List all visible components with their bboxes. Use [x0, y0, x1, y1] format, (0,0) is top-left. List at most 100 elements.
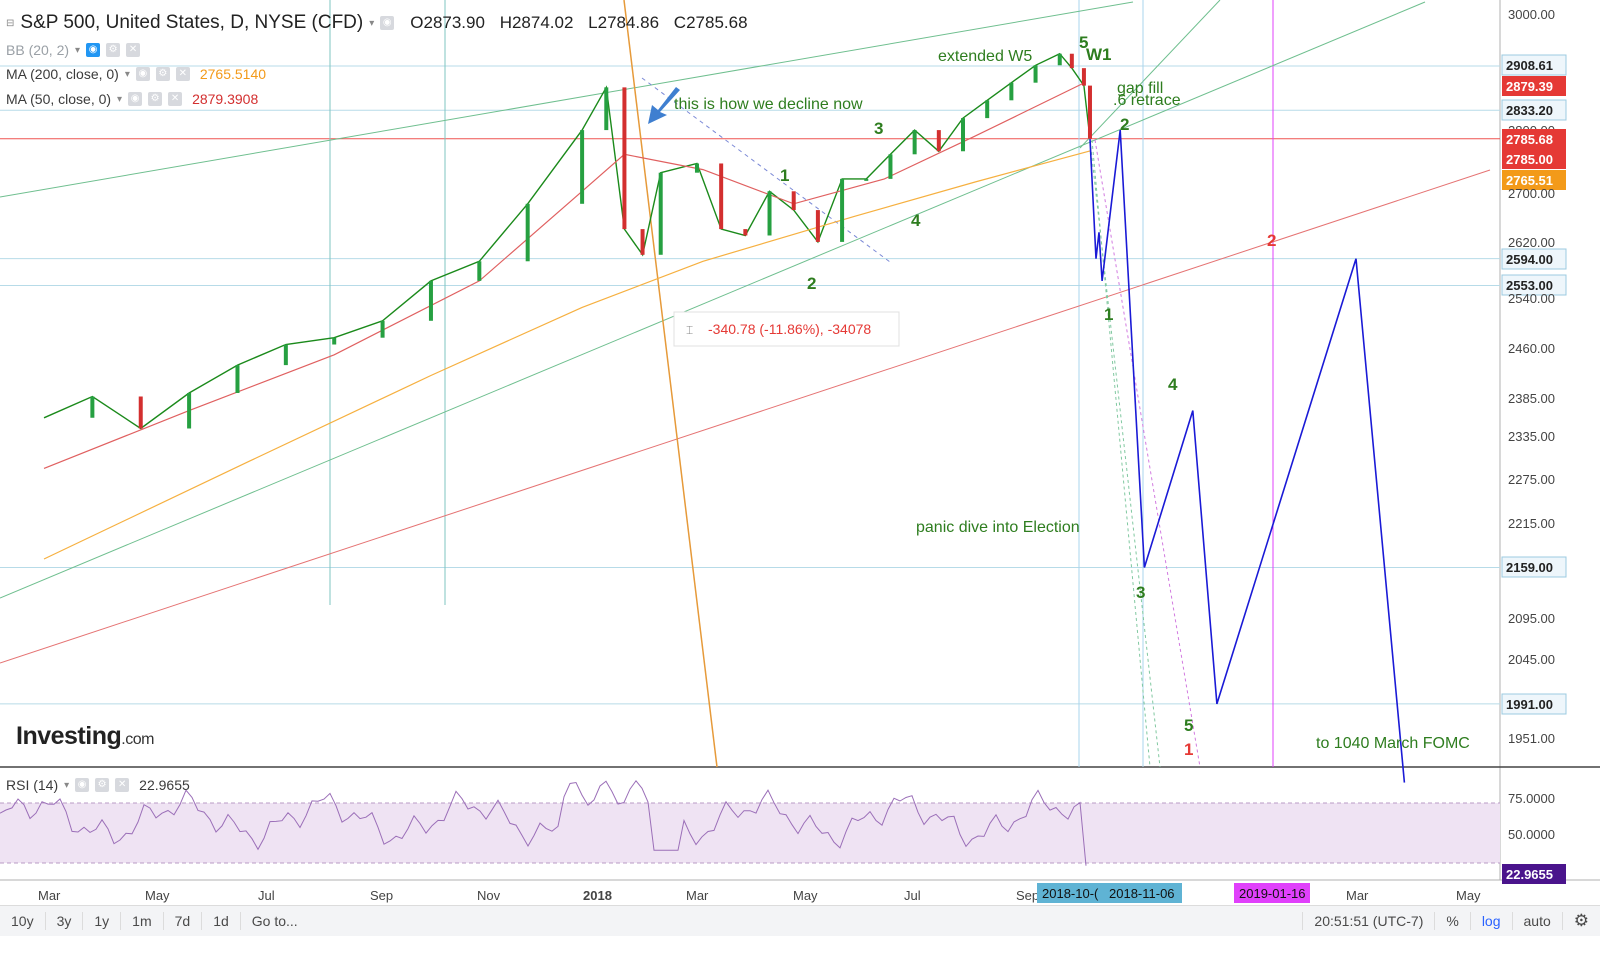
symbol-title[interactable]: S&P 500, United States, D, NYSE (CFD): [20, 12, 364, 33]
bb-legend[interactable]: BB (20, 2) ▾ ◉ ⚙ ✕: [6, 42, 141, 58]
wave-label: 2: [1120, 115, 1129, 134]
close-value: C2785.68: [673, 13, 748, 32]
trend-line: [0, 1, 1426, 599]
measure-box: [673, 311, 900, 347]
close-icon[interactable]: ✕: [115, 778, 130, 792]
rsi-badge: [1502, 864, 1566, 884]
chevron-down-icon[interactable]: ▾: [64, 779, 70, 791]
price-tick-label: 1951.00: [1508, 731, 1555, 746]
eye-icon[interactable]: ◉: [86, 43, 101, 57]
candle: [961, 118, 966, 152]
eye-icon[interactable]: ◉: [128, 92, 143, 106]
settings-icon[interactable]: ⚙: [148, 92, 163, 106]
rsi-label: RSI (14): [6, 777, 59, 793]
wave-label: 1: [1104, 305, 1113, 324]
range-1d[interactable]: 1d: [202, 912, 241, 930]
trend-line: [0, 1, 1134, 198]
range-1m[interactable]: 1m: [121, 912, 164, 930]
chevron-down-icon[interactable]: ▾: [124, 68, 130, 80]
candle: [622, 87, 627, 230]
gear-icon[interactable]: ⚙: [1573, 911, 1589, 930]
candle: [1009, 82, 1014, 101]
price-badge: [1501, 274, 1567, 296]
fan-line-orange: [623, 0, 718, 768]
annotation-text: extended W5: [938, 48, 1032, 65]
candle: [864, 178, 869, 181]
visibility-icon[interactable]: ◉: [380, 16, 395, 30]
price-badge-label: 2879.39: [1506, 79, 1553, 94]
candle: [477, 261, 482, 281]
price-badge: [1501, 693, 1567, 715]
candle: [235, 365, 240, 393]
high-value: H2874.02: [499, 13, 574, 32]
chart-background: [0, 0, 1600, 905]
time-badge-label: 2018-10-(: [1042, 886, 1099, 901]
time-tick-label: Mar: [686, 888, 709, 903]
price-tick-label: 2620.00: [1508, 235, 1555, 250]
candle: [719, 163, 724, 230]
price-tick-label: 2095.00: [1508, 611, 1555, 626]
time-badge: [1234, 883, 1310, 903]
close-icon[interactable]: ✕: [175, 67, 190, 81]
candle: [888, 154, 893, 179]
annotation-text: panic dive into Election: [916, 519, 1080, 536]
dashed-trend: [641, 77, 891, 263]
eye-icon[interactable]: ◉: [75, 778, 90, 792]
candle: [1087, 85, 1092, 139]
wave-label: W1: [1086, 45, 1112, 64]
trend-line-red: [0, 169, 1491, 664]
candle: [815, 210, 820, 242]
chevron-down-icon[interactable]: ▾: [75, 44, 81, 56]
wave-label: 5: [1184, 716, 1193, 735]
eye-icon[interactable]: ◉: [135, 67, 150, 81]
time-tick-label: May: [793, 888, 818, 903]
log-toggle[interactable]: log: [1471, 912, 1513, 930]
rsi-tick-label: 50.0000: [1508, 827, 1555, 842]
goto-button[interactable]: Go to...: [251, 913, 298, 929]
annotation-text: this is how we decline now: [674, 96, 863, 113]
candle: [640, 229, 645, 255]
price-tick-label: 2335.00: [1508, 429, 1555, 444]
range-1y[interactable]: 1y: [83, 912, 122, 930]
percent-toggle[interactable]: %: [1435, 912, 1471, 930]
settings-icon[interactable]: ⚙: [95, 778, 110, 792]
range-3y[interactable]: 3y: [46, 912, 84, 930]
chart-legend-header: ⊟ S&P 500, United States, D, NYSE (CFD) …: [6, 12, 758, 34]
range-10y[interactable]: 10y: [0, 912, 46, 930]
auto-toggle[interactable]: auto: [1513, 912, 1563, 930]
candle: [90, 396, 95, 418]
settings-icon[interactable]: ⚙: [155, 67, 170, 81]
series-projection: [1089, 130, 1406, 783]
clock[interactable]: 20:51:51 (UTC-7): [1302, 912, 1436, 930]
candle: [658, 172, 663, 255]
collapse-icon[interactable]: ⊟: [6, 17, 15, 29]
price-tick-label: 3000.00: [1508, 7, 1555, 22]
arrow-icon: [648, 87, 680, 124]
time-tick-label: May: [145, 888, 170, 903]
wave-label: 1: [780, 166, 789, 185]
ma200-legend[interactable]: MA (200, close, 0) ▾ ◉ ⚙ ✕ 2765.5140: [6, 66, 266, 82]
price-chart[interactable]: ⌶ -340.78 (-11.86%), -34078 extended W5 thi…: [0, 0, 1600, 905]
wave-label: 4: [911, 211, 921, 230]
close-icon[interactable]: ✕: [168, 92, 183, 106]
settings-icon[interactable]: ⚙: [106, 43, 121, 57]
rsi-badge-label: 22.9655: [1506, 867, 1553, 882]
candle: [1033, 65, 1038, 83]
chevron-down-icon[interactable]: ▾: [369, 17, 375, 29]
candle: [138, 396, 143, 429]
price-badge-label: 2159.00: [1506, 560, 1553, 575]
rsi-legend[interactable]: RSI (14) ▾ ◉ ⚙ ✕ 22.9655: [6, 777, 190, 793]
price-badge-label: 2553.00: [1506, 278, 1553, 293]
price-badge: [1501, 99, 1567, 121]
chevron-down-icon[interactable]: ▾: [117, 93, 123, 105]
close-icon[interactable]: ✕: [126, 43, 141, 57]
price-tick-label: 2385.00: [1508, 391, 1555, 406]
price-badge-label: 2908.61: [1506, 58, 1553, 73]
candle: [1081, 68, 1086, 86]
price-badge: [1501, 556, 1567, 578]
ohlc-readout: O2873.90 H2874.02 L2784.86 C2785.68: [410, 13, 757, 33]
ma50-legend[interactable]: MA (50, close, 0) ▾ ◉ ⚙ ✕ 2879.3908: [6, 91, 258, 107]
price-badge-label: 2765.51: [1506, 173, 1553, 188]
candle: [936, 130, 941, 152]
range-7d[interactable]: 7d: [164, 912, 203, 930]
